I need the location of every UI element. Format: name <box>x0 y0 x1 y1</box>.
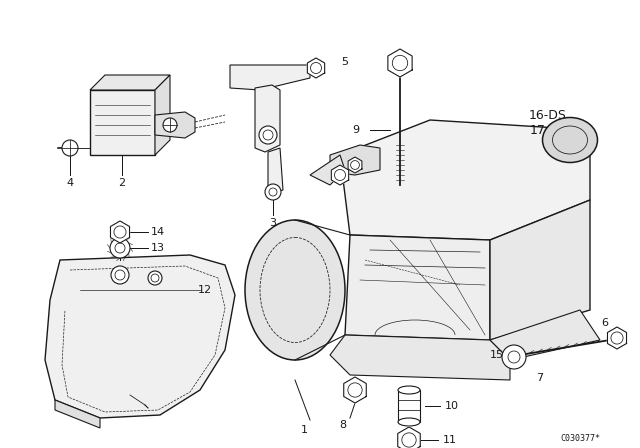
Text: 15: 15 <box>490 350 504 360</box>
Polygon shape <box>310 155 345 185</box>
Polygon shape <box>45 255 235 418</box>
Polygon shape <box>255 85 280 152</box>
Text: 17-RS: 17-RS <box>529 124 566 137</box>
Text: 8: 8 <box>339 420 347 430</box>
Circle shape <box>148 271 162 285</box>
Polygon shape <box>230 65 310 90</box>
Polygon shape <box>111 221 129 243</box>
Polygon shape <box>344 377 366 403</box>
Circle shape <box>502 345 526 369</box>
Polygon shape <box>348 157 362 173</box>
Polygon shape <box>90 90 155 155</box>
Ellipse shape <box>245 220 345 360</box>
Text: 12: 12 <box>198 285 212 295</box>
Text: 11: 11 <box>443 435 457 445</box>
Text: 16-DS: 16-DS <box>529 108 567 121</box>
Circle shape <box>62 140 78 156</box>
Circle shape <box>265 184 281 200</box>
Text: 13: 13 <box>151 243 165 253</box>
Polygon shape <box>307 58 324 78</box>
Polygon shape <box>490 200 590 340</box>
Polygon shape <box>490 310 600 360</box>
Polygon shape <box>330 145 380 175</box>
Polygon shape <box>332 165 349 185</box>
Polygon shape <box>155 75 170 155</box>
Ellipse shape <box>398 418 420 426</box>
Polygon shape <box>268 148 283 195</box>
Polygon shape <box>90 75 170 90</box>
Polygon shape <box>345 235 490 340</box>
Circle shape <box>111 266 129 284</box>
Text: 6: 6 <box>602 318 609 328</box>
Polygon shape <box>155 112 195 138</box>
Text: 9: 9 <box>353 125 360 135</box>
Polygon shape <box>607 327 627 349</box>
Circle shape <box>163 118 177 132</box>
Polygon shape <box>340 120 590 240</box>
Text: 4: 4 <box>67 178 74 188</box>
Text: 3: 3 <box>269 218 276 228</box>
Text: 10: 10 <box>445 401 459 411</box>
Text: 2: 2 <box>118 178 125 188</box>
Text: C030377*: C030377* <box>560 434 600 443</box>
Text: 1: 1 <box>301 425 307 435</box>
Circle shape <box>259 126 277 144</box>
Polygon shape <box>330 335 510 380</box>
Text: 7: 7 <box>536 373 543 383</box>
Polygon shape <box>388 49 412 77</box>
Circle shape <box>110 238 130 258</box>
Polygon shape <box>397 427 420 448</box>
Text: 5: 5 <box>342 57 349 67</box>
Ellipse shape <box>398 386 420 394</box>
Text: 14: 14 <box>151 227 165 237</box>
Ellipse shape <box>543 117 598 163</box>
Polygon shape <box>55 400 100 428</box>
Bar <box>398 390 420 422</box>
